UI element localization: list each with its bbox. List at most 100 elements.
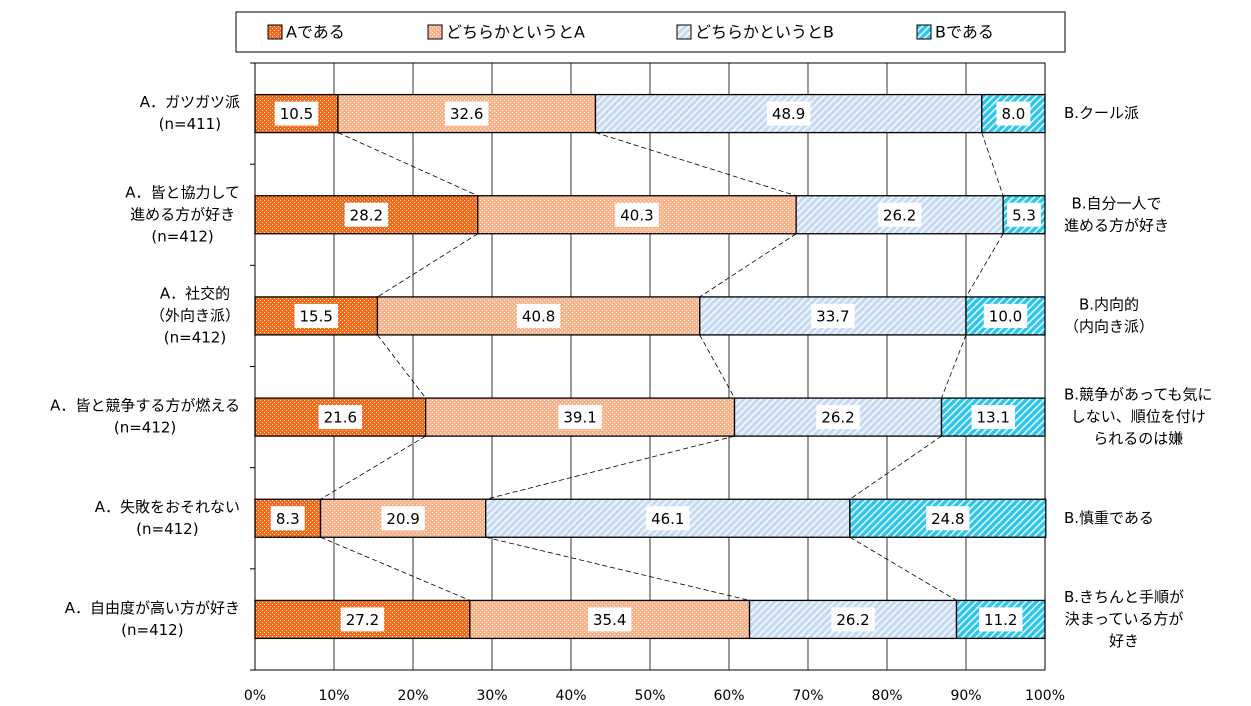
data-label: 8.3 <box>276 510 300 528</box>
data-label: 5.3 <box>1012 206 1036 224</box>
right-label: B.慎重である <box>1064 509 1154 527</box>
right-label: B.きちんと手順が <box>1064 588 1184 606</box>
data-label: 40.8 <box>522 307 555 325</box>
data-label: 13.1 <box>977 409 1010 427</box>
data-label: 21.6 <box>324 409 357 427</box>
x-tick-label: 30% <box>476 688 507 704</box>
legend-text: どちらかというとB <box>695 23 834 42</box>
data-label: 20.9 <box>386 510 419 528</box>
category-label: (n=412) <box>151 227 213 245</box>
category-label: A．ガツガツ派 <box>140 93 240 111</box>
category-label: A．自由度が高い方が好き <box>65 599 240 617</box>
category-label: (n=411) <box>159 115 221 133</box>
legend-text: どちらかというとA <box>446 23 585 42</box>
x-tick-label: 0% <box>244 688 266 704</box>
data-label: 26.2 <box>836 611 869 629</box>
data-label: 35.4 <box>593 611 626 629</box>
data-label: 8.0 <box>1001 105 1025 123</box>
connector-line <box>699 334 735 399</box>
connector-line <box>485 435 735 500</box>
category-label: 進める方が好き <box>130 205 235 223</box>
data-label-bg <box>615 202 659 227</box>
x-tick-label: 60% <box>713 688 744 704</box>
connector-line <box>485 536 750 601</box>
data-label: 26.2 <box>821 409 854 427</box>
connector-line <box>849 536 957 601</box>
data-label: 10.0 <box>989 307 1022 325</box>
legend-swatch <box>427 24 443 40</box>
connector-line <box>320 536 471 601</box>
data-label-bg <box>971 405 1015 430</box>
right-label: B.自分一人で <box>1071 194 1161 212</box>
category-label: (n=412) <box>114 419 176 437</box>
data-label-bg <box>1007 202 1041 227</box>
connector-line <box>595 132 797 197</box>
data-label-bg <box>816 405 860 430</box>
data-label: 26.2 <box>883 206 916 224</box>
right-label: 好き <box>1109 632 1139 650</box>
data-label-bg <box>340 607 385 632</box>
data-label-bg <box>516 303 561 328</box>
category-label: A．皆と競争する方が燃える <box>50 397 240 415</box>
data-label: 33.7 <box>816 307 849 325</box>
right-label: B.内向的 <box>1079 295 1139 313</box>
right-label: B.クール派 <box>1064 104 1139 122</box>
data-label-bg <box>996 101 1031 126</box>
data-label: 11.2 <box>984 611 1017 629</box>
data-label: 27.2 <box>346 611 379 629</box>
connector-line <box>377 233 478 298</box>
data-label-bg <box>588 607 632 632</box>
legend-swatch <box>676 24 692 40</box>
x-tick-label: 10% <box>318 688 349 704</box>
data-label-bg <box>445 101 489 126</box>
right-label: 進める方が好き <box>1064 216 1169 234</box>
connector-line <box>699 233 797 298</box>
x-tick-label: 40% <box>555 688 586 704</box>
connector-line <box>849 435 942 500</box>
data-label-bg <box>558 405 602 430</box>
x-tick-label: 80% <box>871 688 902 704</box>
data-label: 15.5 <box>300 307 333 325</box>
data-label-bg <box>811 303 855 328</box>
legend-text: Bである <box>935 23 994 42</box>
data-label: 39.1 <box>563 409 596 427</box>
x-tick-label: 70% <box>792 688 823 704</box>
connector-line <box>981 132 1004 196</box>
connector-line <box>965 233 1004 298</box>
data-label-bg <box>344 202 389 227</box>
x-tick-label: 90% <box>950 688 981 704</box>
data-label-bg <box>270 506 305 531</box>
data-label-bg <box>381 506 425 531</box>
legend-swatch <box>916 24 932 40</box>
legend-text: Aである <box>286 23 345 42</box>
data-label-bg <box>831 607 875 632</box>
legend-swatch <box>267 24 283 40</box>
data-label-bg <box>979 607 1023 632</box>
data-label: 24.8 <box>931 510 964 528</box>
data-label-bg <box>274 101 319 126</box>
category-label: A．失敗をおそれない <box>95 498 240 516</box>
x-tick-label: 50% <box>634 688 665 704</box>
data-label-bg <box>318 405 363 430</box>
connector-line <box>377 334 426 399</box>
right-label: られるのは嫌 <box>1093 430 1183 448</box>
connector-line <box>320 435 426 500</box>
data-label-bg <box>766 101 811 126</box>
category-label: (n=412) <box>164 328 226 346</box>
data-label-bg <box>294 303 338 328</box>
category-label: （外向き派） <box>150 306 240 324</box>
right-label: （内向き派） <box>1064 317 1154 335</box>
connector-line <box>337 132 478 197</box>
data-label: 28.2 <box>350 206 383 224</box>
right-label: 決まっている方が <box>1065 610 1184 628</box>
data-label: 32.6 <box>450 105 483 123</box>
x-tick-label: 20% <box>397 688 428 704</box>
data-label-bg <box>926 506 970 531</box>
category-label: A．社交的 <box>160 284 230 302</box>
data-label: 46.1 <box>651 510 684 528</box>
data-label-bg <box>646 506 690 531</box>
data-label-bg <box>983 303 1028 328</box>
category-label: A．皆と協力して <box>125 183 240 201</box>
connector-line <box>941 334 967 399</box>
